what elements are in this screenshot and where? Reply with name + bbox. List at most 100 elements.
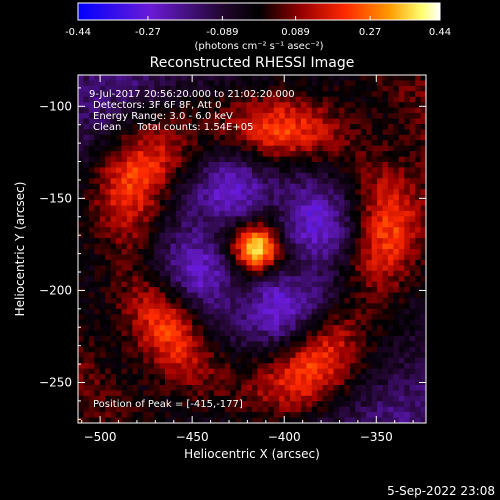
heatmap-cell <box>377 75 383 81</box>
heatmap-cell <box>137 330 144 337</box>
heatmap-cell <box>404 395 411 402</box>
heatmap-cell <box>148 91 155 98</box>
heatmap-cell <box>415 406 421 413</box>
heatmap-cell <box>382 167 389 174</box>
heatmap-cell <box>279 227 286 234</box>
heatmap-cell <box>241 319 247 326</box>
heatmap-cell <box>257 162 264 168</box>
heatmap-cell <box>415 118 421 125</box>
heatmap-cell <box>377 172 383 179</box>
heatmap-cell <box>366 172 373 179</box>
heatmap-cell <box>355 276 362 283</box>
heatmap-cell <box>398 227 405 234</box>
heatmap-cell <box>126 243 133 250</box>
heatmap-cell <box>393 254 400 261</box>
heatmap-cell <box>197 243 204 250</box>
heatmap-cell <box>366 189 373 196</box>
heatmap-cell <box>137 75 144 81</box>
heatmap-cell <box>382 319 389 326</box>
heatmap-cell <box>295 107 302 114</box>
heatmap-cell <box>105 249 112 255</box>
heatmap-cell <box>360 227 367 234</box>
heatmap-cell <box>387 341 394 348</box>
heatmap-cell <box>366 259 373 266</box>
heatmap-cell <box>393 395 400 402</box>
heatmap-cell <box>268 216 275 223</box>
heatmap-cell <box>295 172 302 179</box>
heatmap-cell <box>246 314 253 321</box>
heatmap-cell <box>311 178 318 185</box>
heatmap-cell <box>393 172 400 179</box>
heatmap-cell <box>181 254 188 261</box>
heatmap-cell <box>262 259 269 266</box>
heatmap-cell <box>328 384 334 391</box>
heatmap-cell <box>132 303 139 310</box>
heatmap-cell <box>279 259 286 266</box>
heatmap-cell <box>105 91 112 98</box>
heatmap-cell <box>116 395 122 402</box>
heatmap-cell <box>126 270 133 277</box>
y-tick-label: −250 <box>39 375 72 389</box>
heatmap-cell <box>398 319 405 326</box>
heatmap-cell <box>306 406 313 413</box>
heatmap-cell <box>273 167 280 174</box>
heatmap-cell <box>235 232 242 239</box>
heatmap-cell <box>322 205 329 212</box>
heatmap-cell <box>420 221 426 228</box>
heatmap-cell <box>165 189 171 196</box>
heatmap-cell <box>116 216 122 223</box>
heatmap-cell <box>132 297 139 304</box>
heatmap-cell <box>360 140 367 147</box>
heatmap-cell <box>230 123 237 130</box>
heatmap-cell <box>197 319 204 326</box>
heatmap-cell <box>121 75 128 81</box>
heatmap-cell <box>273 276 280 283</box>
heatmap-cell <box>311 412 318 418</box>
heatmap-cell <box>268 319 275 326</box>
heatmap-cell <box>262 336 269 342</box>
heatmap-cell <box>333 156 340 163</box>
heatmap-cell <box>192 265 199 272</box>
heatmap-cell <box>132 363 139 370</box>
heatmap-cell <box>415 292 421 299</box>
heatmap-cell <box>404 216 411 223</box>
heatmap-cell <box>197 341 204 348</box>
heatmap-cell <box>333 129 340 136</box>
heatmap-cell <box>170 140 177 147</box>
heatmap-cell <box>203 80 209 87</box>
heatmap-cell <box>317 221 324 228</box>
heatmap-cell <box>137 417 144 423</box>
heatmap-cell <box>252 96 258 103</box>
heatmap-cell <box>181 412 188 418</box>
heatmap-cell <box>143 107 150 114</box>
heatmap-cell <box>328 238 334 244</box>
heatmap-cell <box>197 167 204 174</box>
heatmap-cell <box>230 330 237 337</box>
heatmap-cell <box>295 123 302 130</box>
heatmap-cell <box>246 227 253 234</box>
heatmap-cell <box>159 172 166 179</box>
heatmap-cell <box>137 205 144 212</box>
heatmap-cell <box>99 384 106 391</box>
heatmap-cell <box>404 210 411 217</box>
heatmap-cell <box>295 287 302 293</box>
heatmap-cell <box>143 80 150 87</box>
heatmap-cell <box>224 406 231 413</box>
heatmap-cell <box>252 330 258 337</box>
heatmap-cell <box>398 75 405 81</box>
heatmap-cell <box>393 134 400 141</box>
heatmap-cell <box>377 270 383 277</box>
x-axis: −500 −450 −400 −350 <box>81 75 414 444</box>
heatmap-cell <box>116 178 122 185</box>
heatmap-cell <box>257 172 264 179</box>
heatmap-cell <box>208 102 215 109</box>
heatmap-cell <box>143 167 150 174</box>
heatmap-cell <box>159 151 166 157</box>
heatmap-cell <box>262 346 269 353</box>
heatmap-cell <box>175 401 182 408</box>
heatmap-cell <box>420 341 426 348</box>
heatmap-cell <box>393 406 400 413</box>
heatmap-cell <box>110 401 117 408</box>
heatmap-cell <box>317 297 324 304</box>
heatmap-cell <box>126 330 133 337</box>
